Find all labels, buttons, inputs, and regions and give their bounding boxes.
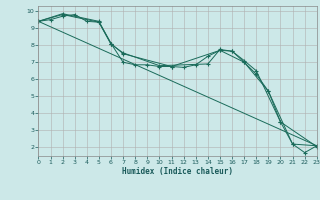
X-axis label: Humidex (Indice chaleur): Humidex (Indice chaleur) [122, 167, 233, 176]
